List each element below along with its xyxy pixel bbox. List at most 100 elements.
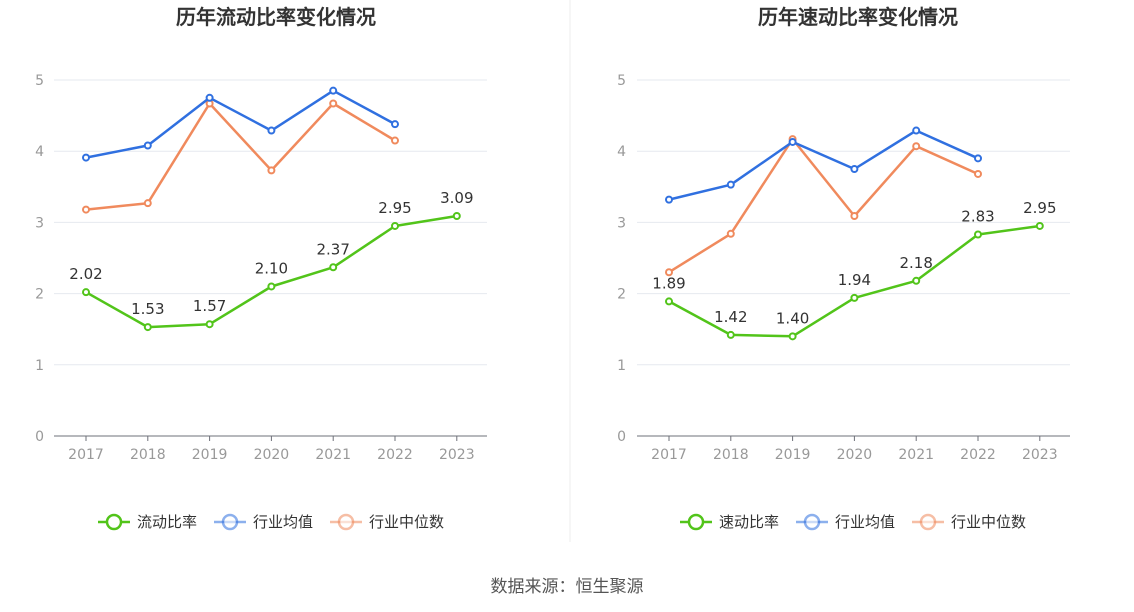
x-tick-label: 2018 xyxy=(130,447,166,463)
data-point xyxy=(850,165,859,173)
data-point xyxy=(665,297,673,306)
y-tick-label: 2 xyxy=(617,287,626,303)
data-point xyxy=(267,166,276,175)
source-note: 数据来源：恒生聚源 xyxy=(491,577,644,597)
data-point xyxy=(82,153,90,162)
quick-ratio-chart: 历年速动比率变化情况 0 1 2 3 4 5 2017 2018 2019 2020 2021 2022… xyxy=(617,5,1070,531)
data-label: 1.57 xyxy=(193,297,226,315)
data-point xyxy=(205,320,214,329)
y-tick-label: 1 xyxy=(617,358,626,374)
legend-item[interactable]: 行业均值 xyxy=(796,513,895,531)
legend-marker xyxy=(105,513,123,531)
data-label: 2.10 xyxy=(255,259,288,277)
data-point xyxy=(665,195,673,204)
data-point xyxy=(391,120,399,129)
data-label: 1.89 xyxy=(652,274,685,292)
data-point xyxy=(665,268,673,277)
legend-item[interactable]: 行业中位数 xyxy=(912,513,1026,531)
data-point xyxy=(391,136,399,145)
legend-item[interactable]: 行业中位数 xyxy=(330,513,444,531)
data-label: 2.83 xyxy=(961,208,994,226)
data-point xyxy=(267,282,276,291)
data-point xyxy=(974,169,982,178)
data-point xyxy=(726,229,735,238)
data-point xyxy=(391,221,399,230)
legend-label: 行业中位数 xyxy=(951,513,1026,531)
legend-label: 行业均值 xyxy=(253,513,313,531)
x-tick-label: 2019 xyxy=(192,447,228,463)
y-tick-label: 0 xyxy=(35,429,44,445)
data-point xyxy=(82,288,90,297)
data-point xyxy=(726,180,735,189)
y-tick-label: 5 xyxy=(617,73,626,89)
data-label: 2.95 xyxy=(1023,199,1056,217)
data-label: 1.53 xyxy=(131,300,164,318)
y-tick-label: 0 xyxy=(617,429,626,445)
data-label: 3.09 xyxy=(440,189,473,207)
chart-title: 历年流动比率变化情况 xyxy=(176,5,376,29)
x-tick-label: 2020 xyxy=(254,447,290,463)
data-point xyxy=(912,276,921,285)
y-tick-label: 2 xyxy=(35,287,44,303)
series-line xyxy=(85,89,396,159)
legend-marker xyxy=(803,513,821,531)
data-point xyxy=(726,330,735,339)
legend-item[interactable]: 速动比率 xyxy=(680,513,779,531)
x-tick-label: 2020 xyxy=(837,447,873,463)
data-point xyxy=(788,137,797,146)
x-tick-label: 2021 xyxy=(898,447,934,463)
data-point xyxy=(452,211,461,220)
y-tick-label: 3 xyxy=(617,215,626,231)
legend-label: 行业均值 xyxy=(835,513,895,531)
data-point xyxy=(974,230,982,239)
data-point xyxy=(143,199,152,208)
x-tick-label: 2023 xyxy=(439,447,475,463)
y-tick-label: 4 xyxy=(617,144,626,160)
legend-label: 行业中位数 xyxy=(369,513,444,531)
data-point xyxy=(205,93,214,102)
data-label: 2.37 xyxy=(316,240,349,258)
legend-item[interactable]: 流动比率 xyxy=(98,513,197,531)
series-line xyxy=(85,102,396,211)
legend-label: 流动比率 xyxy=(137,513,197,531)
x-tick-label: 2021 xyxy=(315,447,351,463)
x-tick-label: 2022 xyxy=(377,447,413,463)
series-line xyxy=(668,137,979,274)
legend-marker xyxy=(221,513,239,531)
y-tick-label: 5 xyxy=(35,73,44,89)
data-point xyxy=(912,142,921,151)
data-label: 1.42 xyxy=(714,308,747,326)
x-tick-label: 2018 xyxy=(713,447,749,463)
data-point xyxy=(329,86,338,95)
data-point xyxy=(143,323,152,332)
data-point xyxy=(329,99,338,108)
current-ratio-chart: 历年流动比率变化情况 0 1 2 3 4 5 2017 2018 2019 2020 2021 2022… xyxy=(35,5,487,531)
y-tick-label: 3 xyxy=(35,215,44,231)
legend-item[interactable]: 行业均值 xyxy=(214,513,313,531)
data-point xyxy=(912,126,921,135)
x-tick-label: 2023 xyxy=(1022,447,1058,463)
data-label: 2.18 xyxy=(899,254,932,272)
data-point xyxy=(850,211,859,220)
chart-title: 历年速动比率变化情况 xyxy=(758,5,958,29)
data-label: 1.94 xyxy=(838,271,871,289)
data-label: 1.40 xyxy=(776,309,809,327)
data-point xyxy=(974,154,982,163)
data-point xyxy=(850,293,859,302)
series-line xyxy=(668,129,979,201)
data-point xyxy=(329,263,338,272)
legend-marker xyxy=(919,513,937,531)
x-tick-label: 2017 xyxy=(651,447,687,463)
data-point xyxy=(82,205,90,214)
data-label: 2.95 xyxy=(378,199,411,217)
y-tick-label: 1 xyxy=(35,358,44,374)
x-tick-label: 2022 xyxy=(960,447,996,463)
data-point xyxy=(1035,221,1044,230)
legend-marker xyxy=(687,513,705,531)
y-tick-label: 4 xyxy=(35,144,44,160)
legend-marker xyxy=(337,513,355,531)
data-point xyxy=(788,332,797,341)
data-label: 2.02 xyxy=(69,265,102,283)
data-point xyxy=(267,126,276,135)
